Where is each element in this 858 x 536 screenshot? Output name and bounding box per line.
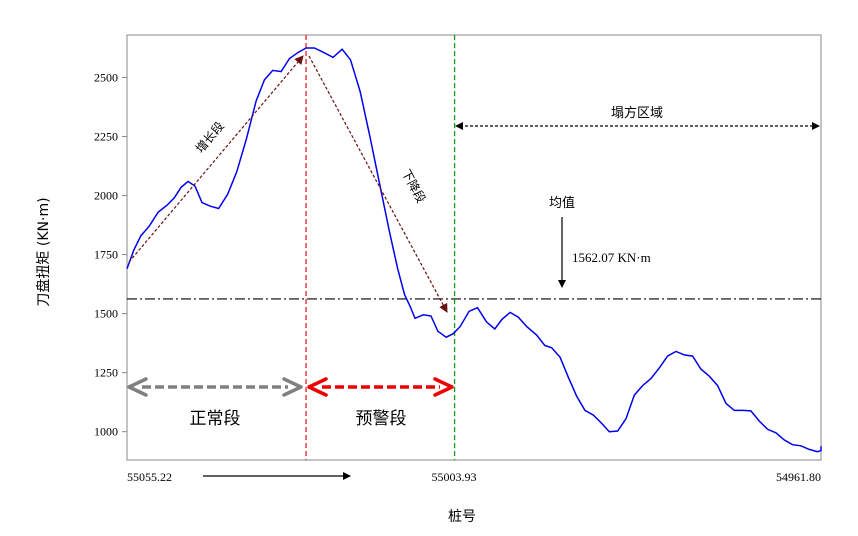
x-tick-label-start: 55055.22	[127, 470, 172, 484]
y-tick-label: 2250	[94, 130, 118, 144]
y-axis: 1000 1250 1500 1750 2000 2250 2500	[94, 71, 127, 439]
x-axis-title: 桩号	[448, 508, 476, 525]
decline-label: 下降段	[399, 166, 429, 205]
collapse-region-arrow	[455, 122, 820, 130]
x-tick-label-mid: 55003.93	[432, 470, 477, 484]
x-tick-label-end: 54961.80	[776, 470, 821, 484]
plot-frame	[126, 34, 822, 461]
normal-segment-label: 正常段	[190, 409, 241, 429]
y-tick-label: 1750	[94, 248, 118, 262]
growth-trend-arrow	[128, 55, 304, 263]
mean-label: 均值	[549, 195, 575, 211]
y-tick-label: 1500	[94, 307, 118, 321]
warning-segment-arrow	[307, 377, 454, 397]
collapse-region-label: 塌方区域	[611, 105, 663, 121]
y-axis-title: 刀盘扭矩 (KN·m)	[35, 197, 52, 306]
warning-segment-label: 预警段	[356, 409, 407, 429]
mean-value-label: 1562.07 KN·m	[572, 250, 651, 265]
torque-series-line	[126, 47, 822, 453]
decline-trend-arrow	[308, 55, 448, 313]
y-tick-label: 1000	[94, 425, 118, 439]
y-tick-label: 2500	[94, 71, 118, 85]
y-tick-label: 2000	[94, 189, 118, 203]
growth-label: 增长段	[192, 118, 227, 155]
normal-segment-arrow	[127, 377, 303, 397]
y-tick-label: 1250	[94, 366, 118, 380]
